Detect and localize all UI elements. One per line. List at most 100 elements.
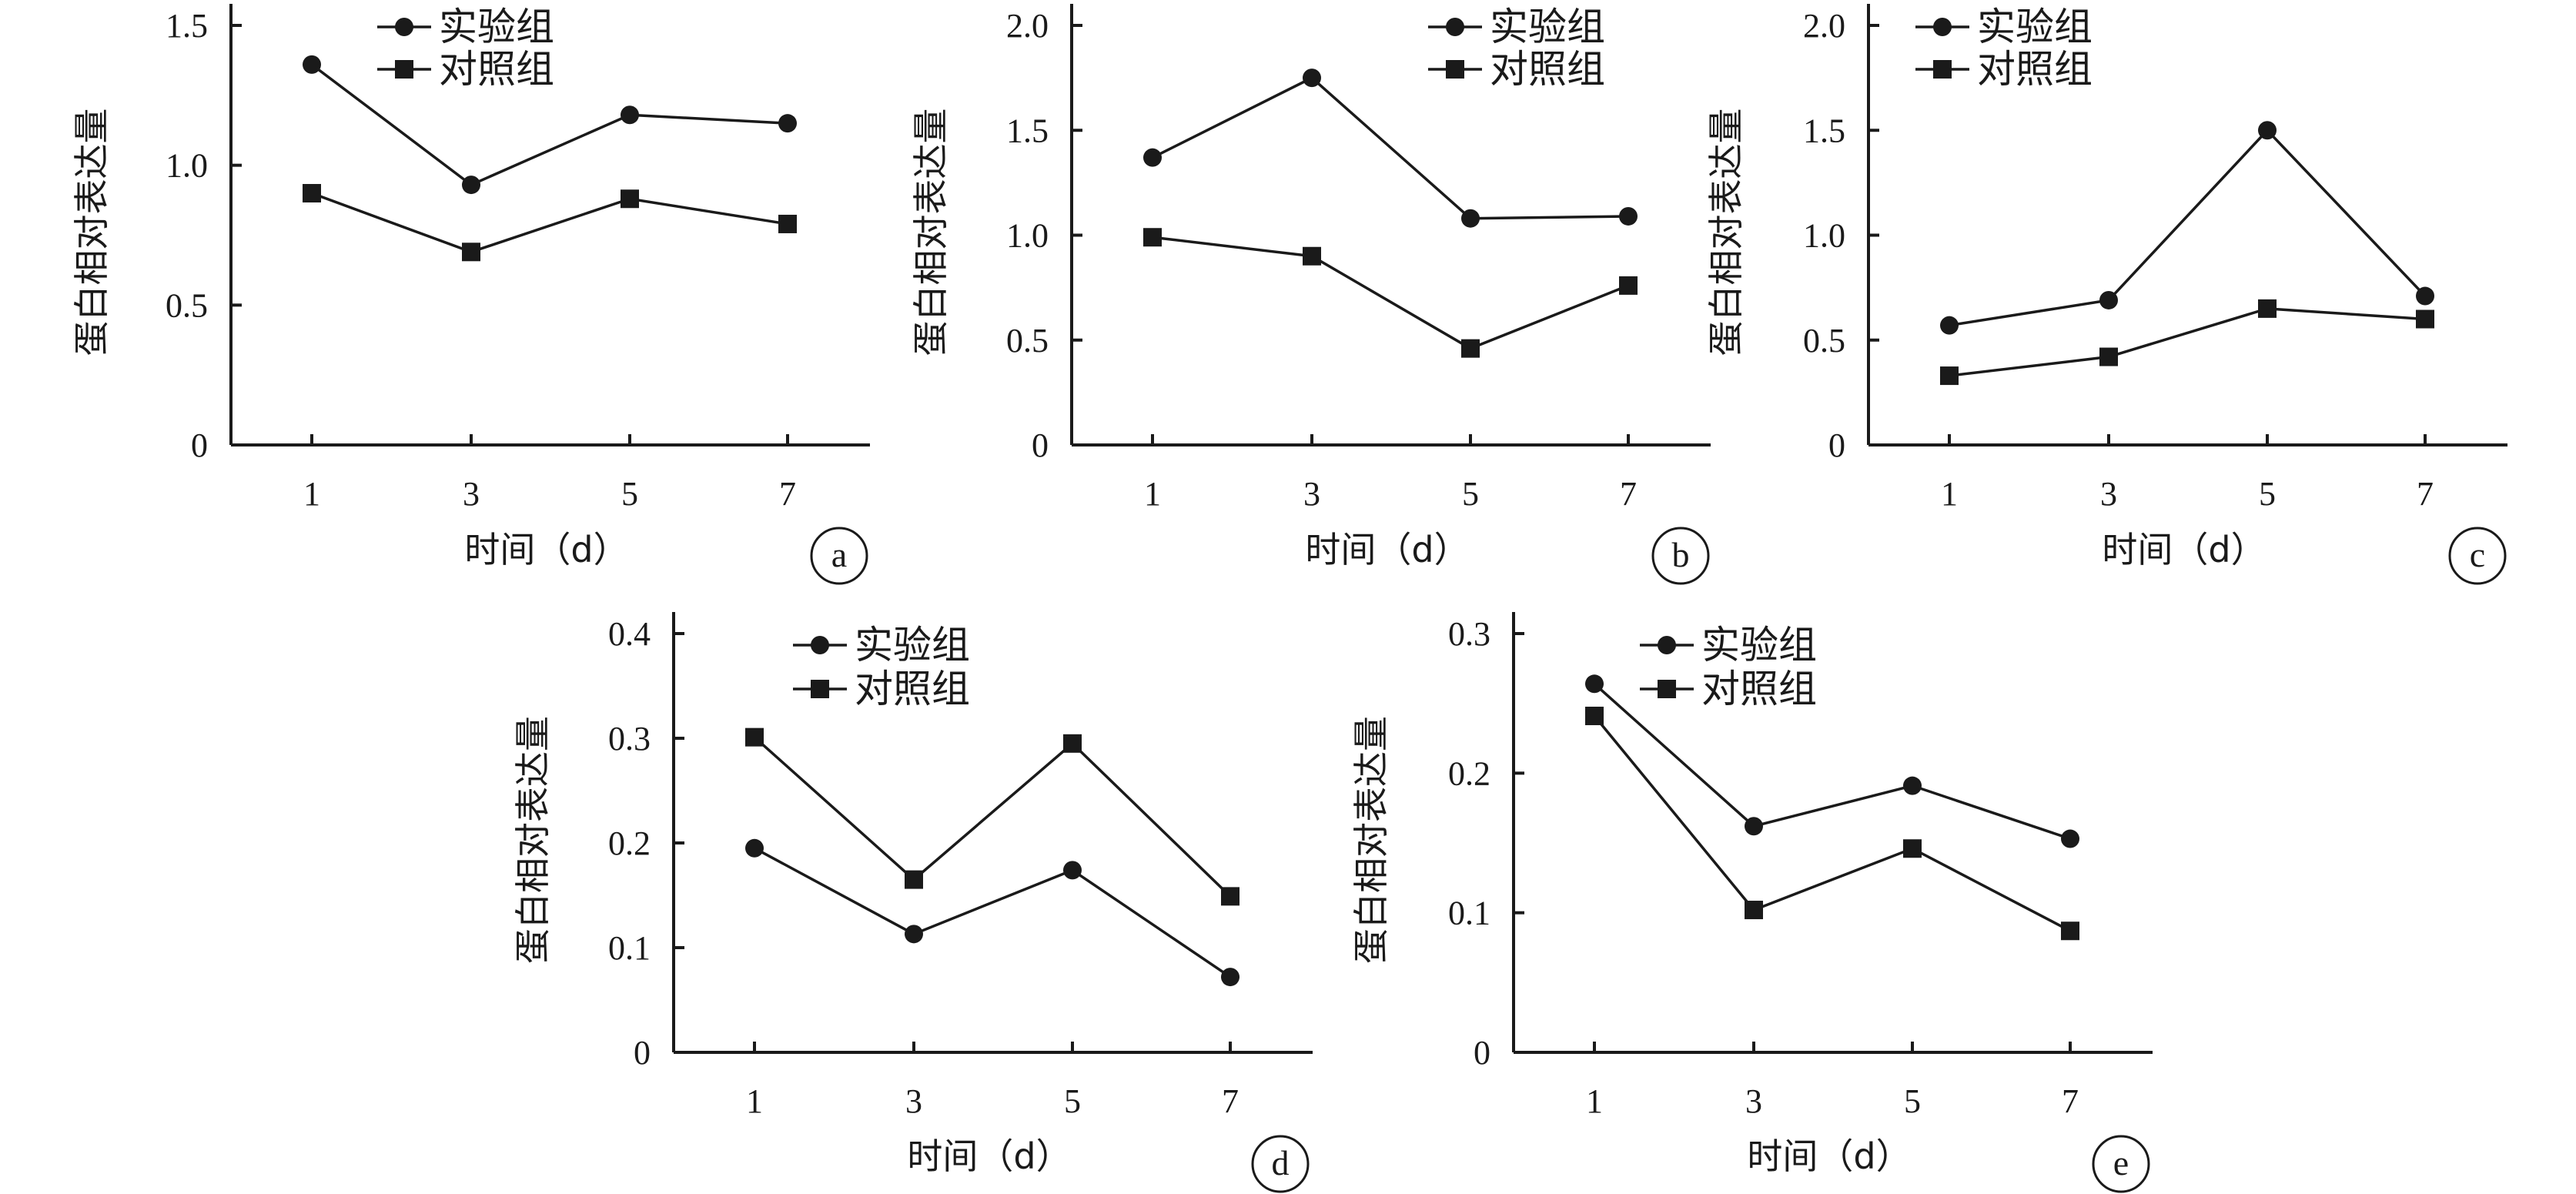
- x-tick-label: 7: [2417, 475, 2434, 513]
- data-point-experimental: [1745, 817, 1763, 836]
- panel-label-circle: [1651, 527, 1710, 585]
- series-line-control: [1593, 714, 2071, 932]
- x-tick-label: 5: [1064, 1082, 1081, 1120]
- legend-marker: [811, 636, 829, 654]
- y-tick-label: 0: [1032, 426, 1049, 464]
- x-tick-label: 1: [746, 1082, 763, 1120]
- series-line-experimental: [754, 847, 1231, 978]
- x-tick-label: 3: [463, 475, 480, 513]
- data-point-control: [303, 184, 321, 202]
- legend-label: 实验组: [855, 623, 970, 667]
- legend-label: 对照组: [855, 667, 970, 711]
- data-point-experimental: [1585, 674, 1604, 694]
- x-tick-label: 1: [1586, 1082, 1603, 1120]
- data-point-control: [1303, 246, 1321, 266]
- data-point-experimental: [1221, 968, 1239, 987]
- legend-label: 实验组: [1701, 623, 1817, 667]
- y-tick-label: 1.5: [1006, 112, 1049, 149]
- data-point-experimental: [2258, 121, 2277, 140]
- data-point-experimental: [303, 55, 321, 74]
- y-tick-label: 0: [634, 1034, 651, 1072]
- legend-marker: [1658, 680, 1676, 698]
- data-point-experimental: [1303, 69, 1321, 88]
- data-point-control: [462, 242, 480, 262]
- y-axis-label: 蛋白相对表达量: [1350, 716, 1392, 964]
- legend-label: 对照组: [1701, 667, 1817, 711]
- y-tick-label: 0: [191, 426, 208, 464]
- series-line-control: [753, 736, 1232, 898]
- y-tick-label: 0: [1474, 1034, 1490, 1072]
- data-point-experimental: [1063, 861, 1082, 880]
- data-point-control: [1940, 366, 1959, 386]
- y-axis-label: 蛋白相对表达量: [512, 716, 554, 964]
- data-point-control: [745, 727, 764, 747]
- data-point-experimental: [1940, 316, 1959, 335]
- legend-marker: [1933, 18, 1952, 36]
- legend-marker: [395, 18, 413, 36]
- y-axis-label: 蛋白相对表达量: [910, 109, 952, 356]
- data-point-experimental: [745, 838, 764, 858]
- x-tick-label: 7: [1222, 1082, 1239, 1120]
- legend-marker: [811, 680, 829, 698]
- series-line-control: [1949, 307, 2426, 377]
- data-point-control: [1585, 706, 1604, 725]
- y-tick-label: 0: [1828, 426, 1845, 464]
- x-tick-label: 3: [905, 1082, 922, 1120]
- x-tick-label: 5: [621, 475, 638, 513]
- x-tick-label: 1: [1941, 475, 1958, 513]
- series-line-experimental: [1152, 76, 1629, 220]
- data-point-experimental: [2061, 829, 2079, 848]
- panel-label: a: [831, 535, 847, 574]
- x-tick-label: 1: [1144, 475, 1161, 513]
- series-line-experimental: [1949, 128, 2427, 327]
- x-tick-label: 3: [1303, 475, 1320, 513]
- y-tick-label: 0.3: [1448, 615, 1490, 653]
- data-point-control: [2258, 299, 2277, 318]
- data-point-control: [905, 870, 923, 889]
- y-tick-label: 2.0: [1803, 7, 1845, 45]
- panel-label-circle: [1251, 1135, 1310, 1193]
- legend-label: 对照组: [1490, 47, 1605, 92]
- panel-label-circle: [2092, 1135, 2150, 1193]
- data-point-control: [1063, 734, 1082, 753]
- y-tick-label: 0.4: [608, 615, 651, 653]
- data-point-control: [1221, 887, 1239, 906]
- series-line-experimental: [310, 63, 788, 187]
- data-point-control: [621, 189, 639, 209]
- y-tick-label: 0.3: [608, 720, 651, 758]
- y-tick-label: 1.0: [166, 147, 208, 185]
- y-tick-label: 0.5: [1006, 322, 1049, 360]
- legend-marker: [1933, 60, 1952, 79]
- legend-label: 实验组: [1977, 5, 2093, 49]
- x-axis-label: 时间（d）: [2102, 529, 2266, 570]
- panel-label: d: [1272, 1143, 1290, 1182]
- panel-label: b: [1672, 535, 1690, 574]
- legend-marker: [1446, 18, 1464, 36]
- legend-marker: [1658, 636, 1676, 654]
- x-tick-label: 1: [303, 475, 320, 513]
- y-tick-label: 0.1: [1448, 895, 1490, 932]
- panel-label: c: [2470, 535, 2485, 574]
- panel-label-circle: [810, 527, 868, 585]
- data-point-experimental: [1903, 776, 1922, 795]
- data-point-experimental: [2416, 286, 2434, 306]
- data-point-control: [1461, 339, 1480, 358]
- data-point-experimental: [462, 176, 480, 195]
- y-tick-label: 0.1: [608, 929, 651, 967]
- data-point-control: [2416, 309, 2434, 329]
- y-axis-label: 蛋白相对表达量: [1705, 109, 1747, 356]
- legend-label: 实验组: [439, 5, 554, 49]
- legend-label: 对照组: [1977, 47, 2093, 92]
- data-point-experimental: [621, 105, 639, 125]
- x-tick-label: 5: [2259, 475, 2276, 513]
- legend-marker: [1446, 60, 1464, 79]
- series-line-control: [1152, 236, 1629, 350]
- x-tick-label: 3: [1745, 1082, 1762, 1120]
- y-tick-label: 1.0: [1803, 217, 1845, 255]
- data-point-control: [2061, 921, 2079, 941]
- y-tick-label: 1.5: [166, 7, 208, 45]
- x-tick-label: 5: [1462, 475, 1479, 513]
